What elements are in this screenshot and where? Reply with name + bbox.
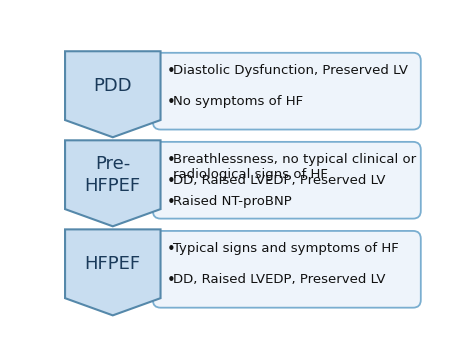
Text: •: • — [167, 273, 175, 288]
Text: Raised NT-proBNP: Raised NT-proBNP — [173, 195, 292, 208]
Text: •: • — [167, 195, 175, 209]
Text: DD, Raised LVEDP, Preserved LV: DD, Raised LVEDP, Preserved LV — [173, 273, 385, 286]
Text: •: • — [167, 174, 175, 189]
Text: HFPEF: HFPEF — [85, 255, 141, 273]
Polygon shape — [65, 140, 161, 226]
Text: Breathlessness, no typical clinical or
radiological signs of HF: Breathlessness, no typical clinical or r… — [173, 153, 416, 181]
Text: •: • — [167, 242, 175, 257]
Text: Diastolic Dysfunction, Preserved LV: Diastolic Dysfunction, Preserved LV — [173, 64, 408, 77]
Text: No symptoms of HF: No symptoms of HF — [173, 95, 303, 108]
FancyBboxPatch shape — [153, 142, 421, 219]
Text: DD, Raised LVEDP, Preserved LV: DD, Raised LVEDP, Preserved LV — [173, 174, 385, 187]
FancyBboxPatch shape — [153, 231, 421, 308]
Text: •: • — [167, 95, 175, 110]
Text: PDD: PDD — [93, 77, 132, 95]
Text: •: • — [167, 64, 175, 78]
Text: •: • — [167, 153, 175, 168]
Polygon shape — [65, 229, 161, 315]
Text: Pre-
HFPEF: Pre- HFPEF — [85, 155, 141, 195]
FancyBboxPatch shape — [153, 53, 421, 130]
Text: Typical signs and symptoms of HF: Typical signs and symptoms of HF — [173, 242, 399, 255]
Polygon shape — [65, 51, 161, 137]
